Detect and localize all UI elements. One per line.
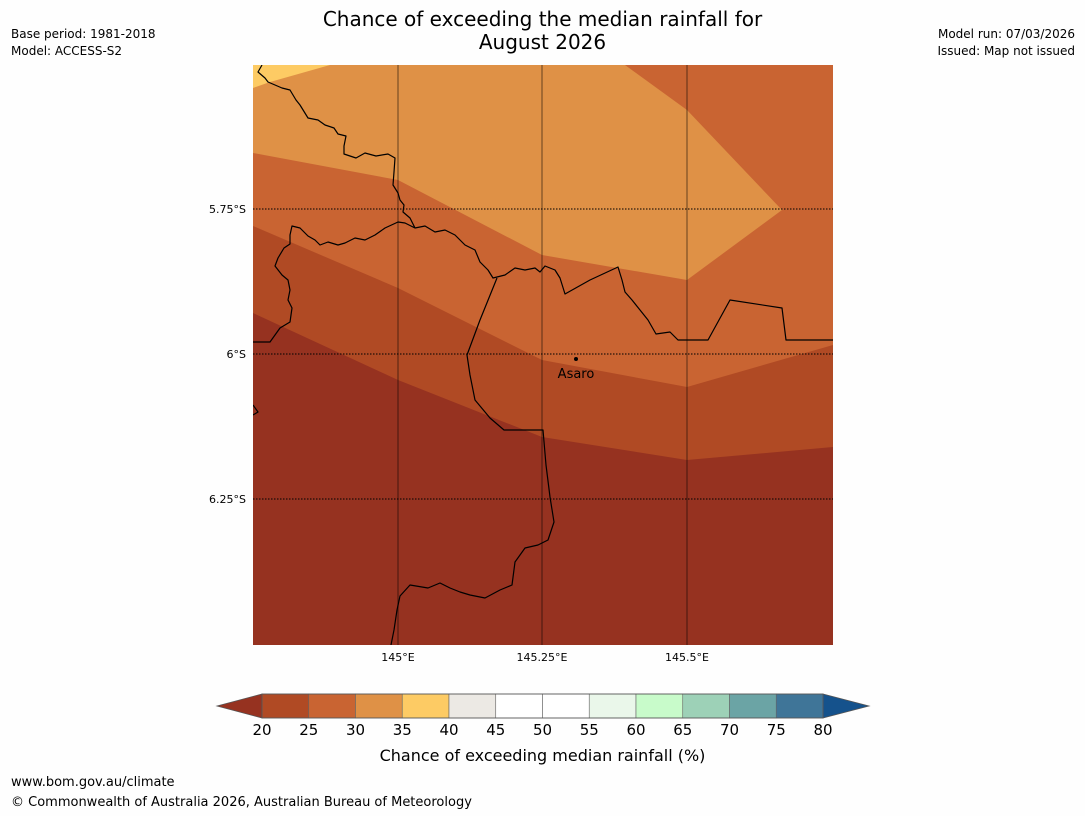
base-period: Base period: 1981-2018	[11, 27, 156, 41]
lon-label-145: 145°E	[381, 651, 414, 664]
colorbar-over-arrow	[822, 693, 871, 719]
colorbar-under-arrow	[215, 693, 263, 719]
colorbar-segment	[355, 693, 403, 719]
colorbar-tick-label: 25	[299, 721, 318, 739]
colorbar-tick-label: 70	[720, 721, 739, 739]
colorbar-segments	[261, 693, 824, 719]
place-label-asaro: Asaro	[558, 367, 595, 382]
asaro-marker	[574, 357, 578, 361]
province-boundaries	[253, 65, 833, 645]
colorbar-tick-label: 20	[252, 721, 271, 739]
colorbar-tick-label: 65	[673, 721, 692, 739]
contour-band-35-40	[253, 65, 782, 280]
title-line-1: Chance of exceeding the median rainfall …	[322, 7, 763, 31]
lon-label-145-25: 145.25°E	[517, 651, 568, 664]
colorbar-segment	[401, 693, 450, 719]
meta-left: Base period: 1981-2018 Model: ACCESS-S2	[11, 26, 156, 60]
colorbar-tick-label: 45	[486, 721, 505, 739]
map-title: Chance of exceeding the median rainfall …	[0, 8, 1085, 54]
contour-band-40-45	[253, 65, 330, 88]
lat-label-6: 6°S	[227, 348, 246, 361]
model-run: Model run: 07/03/2026	[937, 27, 1075, 41]
colorbar-frame	[261, 693, 824, 719]
colorbar-tick-label: 35	[393, 721, 412, 739]
colorbar-segment	[682, 693, 730, 719]
lon-label-145-5: 145.5°E	[665, 651, 709, 664]
lat-label-6-25: 6.25°S	[209, 493, 246, 506]
colorbar-ticks: 20 25 30 35 40 45 50 55 60 65 70 75 80	[252, 721, 832, 739]
colorbar-segment	[729, 693, 777, 719]
colorbar-label: Chance of exceeding median rainfall (%)	[379, 746, 706, 765]
colorbar-segment	[308, 693, 356, 719]
colorbar-segment	[775, 693, 824, 719]
colorbar-segment	[542, 693, 590, 719]
colorbar-segment	[588, 693, 637, 719]
footer-copyright: © Commonwealth of Australia 2026, Austra…	[11, 795, 472, 810]
colorbar-tick-label: 50	[533, 721, 552, 739]
map-area	[253, 65, 833, 645]
colorbar-tick-label: 40	[439, 721, 458, 739]
colorbar: 20 25 30 35 40 45 50 55 60 65 70 75 80	[215, 693, 871, 739]
model-name: Model: ACCESS-S2	[11, 44, 123, 58]
issued-status: Issued: Map not issued	[937, 44, 1075, 58]
lat-label-5-75: 5.75°S	[209, 203, 246, 216]
colorbar-segment	[635, 693, 684, 719]
colorbar-tick-label: 30	[346, 721, 365, 739]
title-line-2: August 2026	[478, 30, 607, 54]
colorbar-tick-label: 75	[767, 721, 786, 739]
colorbar-segment	[448, 693, 497, 719]
colorbar-segment	[495, 693, 543, 719]
meta-right: Model run: 07/03/2026 Issued: Map not is…	[937, 26, 1075, 60]
footer-url[interactable]: www.bom.gov.au/climate	[11, 775, 175, 790]
colorbar-tick-label: 55	[580, 721, 599, 739]
colorbar-segment	[261, 693, 310, 719]
colorbar-tick-label: 60	[626, 721, 645, 739]
colorbar-tick-label: 80	[813, 721, 832, 739]
